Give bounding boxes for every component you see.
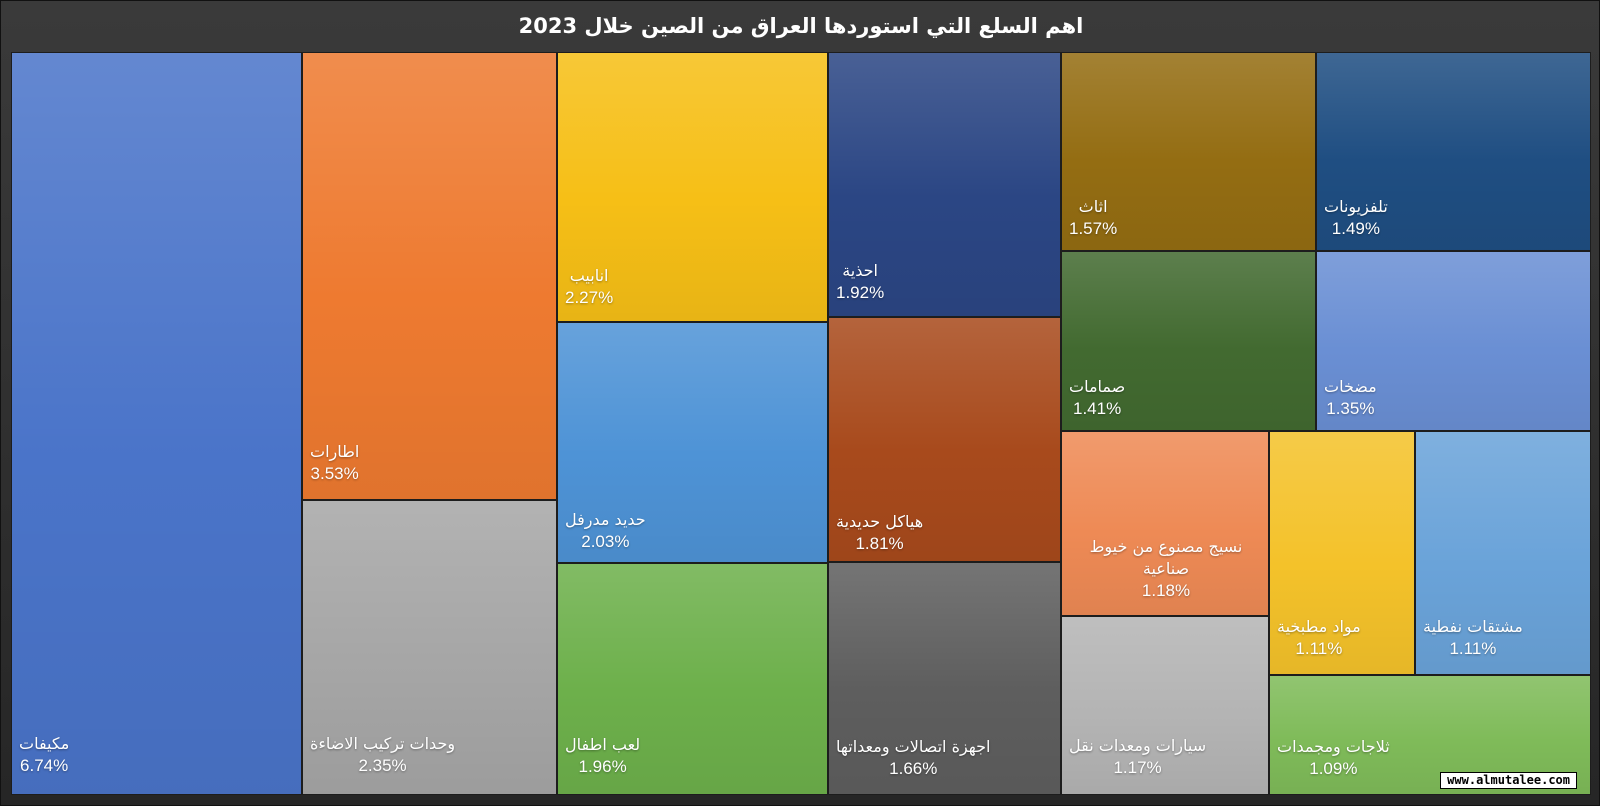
treemap-tile: نسيج مصنوع من خيوط صناعية 1.18% — [1061, 431, 1269, 616]
tile-value: 1.92% — [836, 283, 885, 302]
tile-name: انابيب — [569, 266, 609, 285]
treemap: مكيفات 6.74% اطارات 3.53% وحدات تركيب الاضاء… — [11, 52, 1591, 795]
treemap-tile: انابيب 2.27% — [557, 52, 828, 322]
treemap-tile: سيارات ومعدات نقل 1.17% — [1061, 616, 1269, 795]
treemap-tile: احذية 1.92% — [828, 52, 1061, 317]
tile-label: مكيفات 6.74% — [19, 733, 69, 777]
tile-value: 2.03% — [581, 532, 630, 551]
tile-name: اثاث — [1078, 197, 1108, 216]
tile-name: لعب اطفال — [565, 735, 641, 754]
tile-value: 1.17% — [1113, 758, 1162, 777]
tile-label: انابيب 2.27% — [565, 265, 613, 309]
tile-name: سيارات ومعدات نقل — [1069, 736, 1207, 755]
tile-name: مشتقات نفطية — [1423, 617, 1523, 636]
tile-value: 1.96% — [578, 757, 627, 776]
watermark: www.almutalee.com — [1440, 772, 1577, 789]
treemap-tile: اطارات 3.53% — [302, 52, 557, 500]
tile-name: اطارات — [310, 442, 360, 461]
treemap-tile: صمامات 1.41% — [1061, 251, 1316, 431]
tile-value: 1.49% — [1331, 219, 1380, 238]
tile-name: احذية — [842, 261, 878, 280]
tile-label: صمامات 1.41% — [1069, 376, 1125, 420]
tile-name: تلفزيونات — [1324, 197, 1388, 216]
tile-label: وحدات تركيب الاضاءة 2.35% — [310, 733, 455, 777]
tile-label: حديد مدرفل 2.03% — [565, 509, 646, 553]
tile-label: مشتقات نفطية 1.11% — [1423, 616, 1523, 660]
treemap-tile: مواد مطبخية 1.11% — [1269, 431, 1415, 675]
tile-value: 2.35% — [358, 756, 407, 775]
chart-title: اهم السلع التي استوردها العراق من الصين … — [518, 14, 1084, 38]
treemap-tile: مشتقات نفطية 1.11% — [1415, 431, 1591, 675]
tile-label: اثاث 1.57% — [1069, 196, 1117, 240]
tile-value: 1.41% — [1073, 399, 1122, 418]
tile-name: مضخات — [1324, 377, 1377, 396]
tile-value: 1.66% — [889, 759, 938, 778]
treemap-tile: ثلاجات ومجمدات 1.09% — [1269, 675, 1591, 795]
tile-name: صمامات — [1069, 377, 1126, 396]
tile-label: اجهزة اتصالات ومعداتها 1.66% — [836, 736, 991, 780]
tile-value: 1.18% — [1141, 581, 1191, 600]
tile-name: مواد مطبخية — [1277, 617, 1361, 636]
treemap-tile: حديد مدرفل 2.03% — [557, 322, 828, 563]
tile-name: نسيج مصنوع من خيوط صناعية — [1089, 537, 1243, 578]
tile-label: احذية 1.92% — [836, 260, 884, 304]
tile-label: سيارات ومعدات نقل 1.17% — [1069, 735, 1206, 779]
treemap-tile: اجهزة اتصالات ومعداتها 1.66% — [828, 562, 1061, 795]
tile-label: لعب اطفال 1.96% — [565, 734, 640, 778]
tile-value: 6.74% — [20, 756, 69, 775]
treemap-tile: تلفزيونات 1.49% — [1316, 52, 1591, 251]
tile-label: اطارات 3.53% — [310, 441, 359, 485]
treemap-tile: مضخات 1.35% — [1316, 251, 1591, 431]
tile-name: هياكل حديدية — [836, 512, 924, 531]
treemap-tile: لعب اطفال 1.96% — [557, 563, 828, 795]
treemap-tile: هياكل حديدية 1.81% — [828, 317, 1061, 562]
tile-value: 1.11% — [1295, 639, 1343, 658]
treemap-tile: وحدات تركيب الاضاءة 2.35% — [302, 500, 557, 795]
tile-value: 1.35% — [1326, 399, 1375, 418]
tile-name: وحدات تركيب الاضاءة — [310, 734, 456, 753]
tile-value: 1.09% — [1309, 759, 1358, 778]
tile-name: مكيفات — [19, 734, 70, 753]
tile-label: هياكل حديدية 1.81% — [836, 511, 923, 555]
tile-label: نسيج مصنوع من خيوط صناعية 1.18% — [1069, 536, 1263, 602]
tile-name: ثلاجات ومجمدات — [1277, 737, 1390, 756]
tile-value: 3.53% — [310, 464, 359, 483]
tile-value: 1.57% — [1069, 219, 1118, 238]
tile-value: 1.81% — [855, 534, 904, 553]
tile-label: ثلاجات ومجمدات 1.09% — [1277, 736, 1390, 780]
tile-value: 2.27% — [565, 288, 614, 307]
treemap-tile: مكيفات 6.74% — [11, 52, 302, 795]
tile-label: مضخات 1.35% — [1324, 376, 1377, 420]
tile-name: حديد مدرفل — [565, 510, 646, 529]
tile-value: 1.11% — [1449, 639, 1497, 658]
tile-name: اجهزة اتصالات ومعداتها — [836, 737, 991, 756]
treemap-tile: اثاث 1.57% — [1061, 52, 1316, 251]
tile-label: مواد مطبخية 1.11% — [1277, 616, 1361, 660]
tile-label: تلفزيونات 1.49% — [1324, 196, 1388, 240]
